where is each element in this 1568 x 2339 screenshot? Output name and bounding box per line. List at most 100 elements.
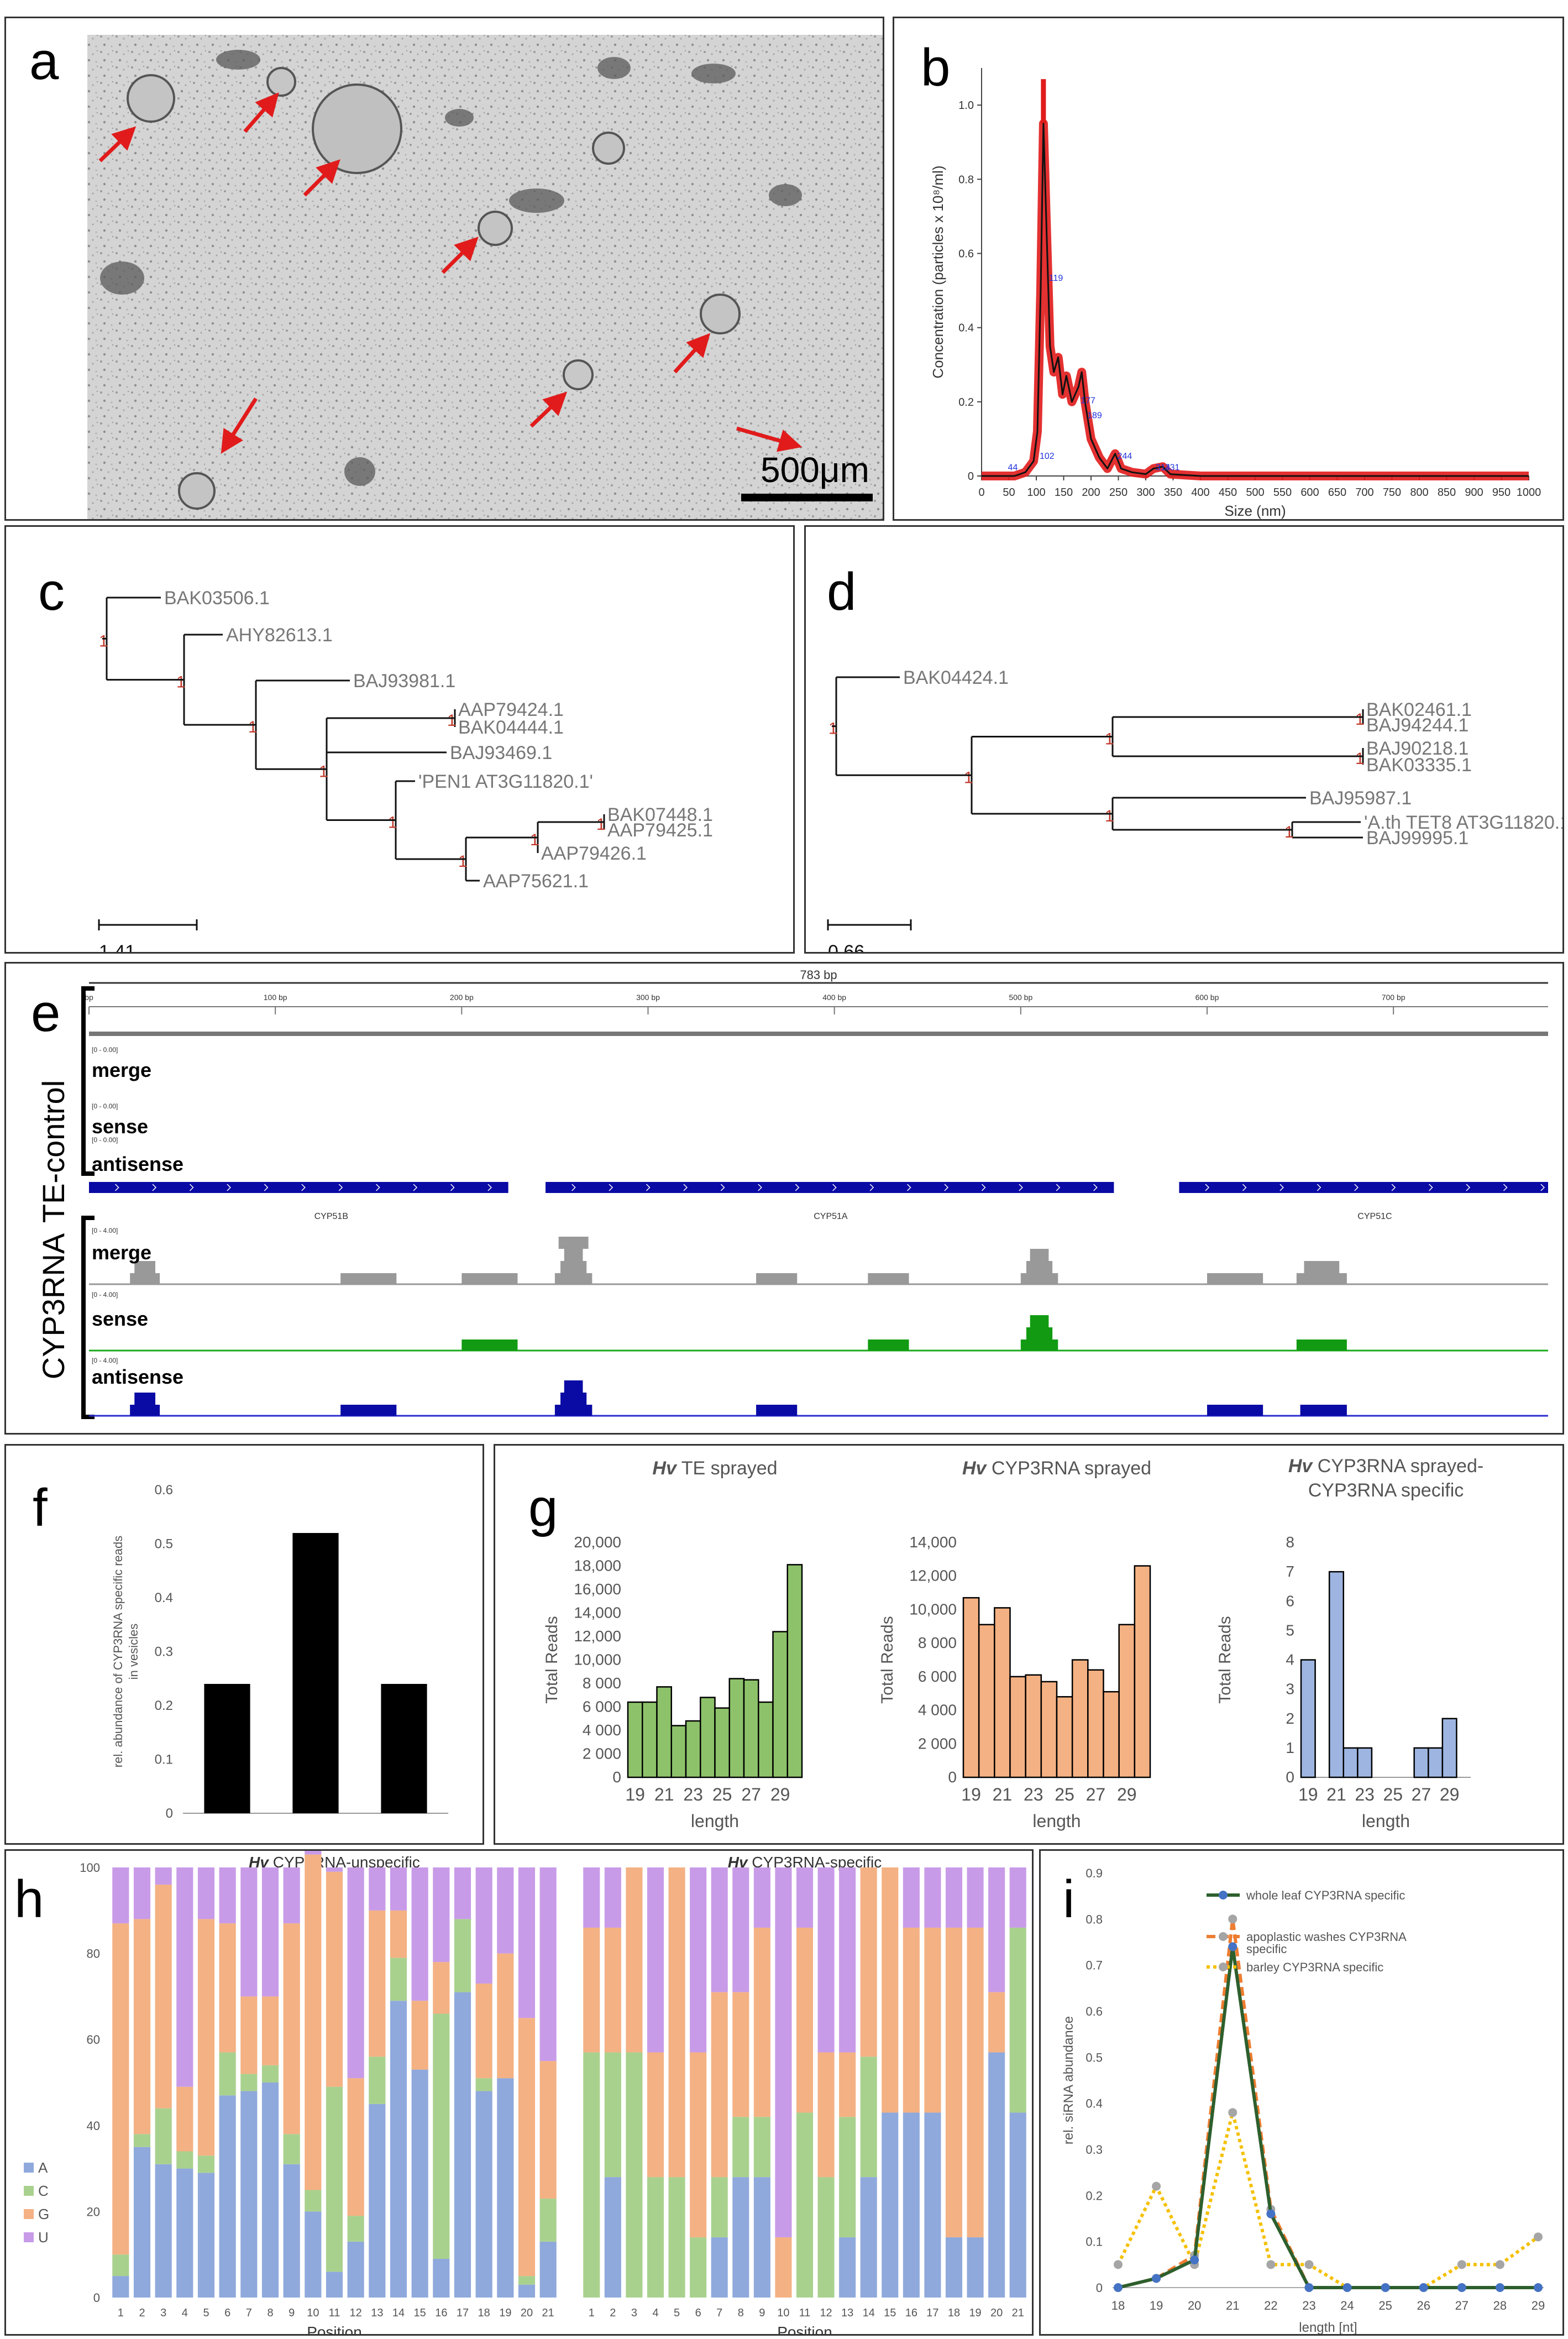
y-tick-label: 0 bbox=[1286, 1768, 1294, 1786]
y-tick-label: 2 000 bbox=[918, 1735, 957, 1752]
x-tick-label: 19 bbox=[625, 1785, 645, 1804]
coverage-bar bbox=[868, 1339, 909, 1351]
coverage-bar bbox=[560, 1393, 587, 1405]
stack-segment bbox=[305, 1851, 322, 1855]
bar bbox=[292, 1533, 339, 1813]
legend-label-cont: specific bbox=[1246, 1942, 1287, 1956]
stack-segment bbox=[860, 2177, 877, 2298]
stack-segment bbox=[497, 2078, 514, 2298]
stack-segment bbox=[839, 2052, 856, 2117]
te-antisense-label: antisense bbox=[92, 1153, 183, 1175]
stack-segment bbox=[411, 2001, 428, 2070]
support-value: 1 bbox=[176, 673, 186, 692]
leaf-label: AHY82613.1 bbox=[226, 625, 333, 646]
strand-arrow bbox=[1317, 1184, 1321, 1191]
support-value: 1 bbox=[447, 711, 457, 730]
y-tick-label: 5 bbox=[1286, 1621, 1294, 1639]
ruler-tick-label: bp bbox=[85, 993, 93, 1002]
x-axis-title: length bbox=[691, 1811, 739, 1831]
stack-segment bbox=[261, 1996, 279, 2065]
coverage-bar bbox=[1296, 1273, 1347, 1284]
stack-segment bbox=[454, 1867, 471, 1919]
series-point bbox=[1266, 2209, 1276, 2218]
coverage-bar bbox=[564, 1249, 583, 1261]
series-point bbox=[1419, 2283, 1428, 2292]
x-tick-label: 28 bbox=[1493, 2299, 1507, 2312]
stack-segment bbox=[390, 1910, 407, 1958]
gene-label: CYP51A bbox=[814, 1212, 848, 1221]
stack-segment bbox=[433, 2013, 450, 2259]
x-tick-label: 20 bbox=[1188, 2299, 1201, 2312]
leaf-label: BAJ90218.1 bbox=[1366, 738, 1469, 759]
stack-segment bbox=[945, 2237, 963, 2298]
x-tick-label: 14 bbox=[392, 2307, 405, 2319]
bar bbox=[627, 1701, 643, 1778]
stack-segment bbox=[155, 1867, 172, 1885]
legend-label: U bbox=[38, 2229, 49, 2246]
x-tick-label: 7 bbox=[716, 2307, 722, 2319]
bar bbox=[1328, 1571, 1344, 1778]
y-tick-label: 10,000 bbox=[909, 1600, 957, 1618]
bar bbox=[670, 1725, 687, 1778]
panel-c: c 1 1 1 1 1 1 1 1 1 BAK03506.1 AHY82613.1 BAJ93981.… bbox=[4, 525, 795, 954]
strand-arrow bbox=[1056, 1184, 1061, 1191]
leaf-label: BAK04424.1 bbox=[903, 667, 1009, 688]
bar bbox=[642, 1701, 658, 1778]
series-point bbox=[1534, 2283, 1543, 2292]
stack-segment bbox=[219, 2052, 236, 2096]
stack-segment bbox=[261, 2082, 279, 2298]
x-tick-label: 10 bbox=[777, 2307, 789, 2319]
series-point bbox=[1190, 2256, 1199, 2264]
title-text: CYP3RNA sprayed- bbox=[1312, 1456, 1483, 1477]
x-tick-label: 1 bbox=[589, 2307, 595, 2319]
x-tick-label: 26 bbox=[1417, 2299, 1430, 2312]
x-tick-label: 19 bbox=[499, 2307, 511, 2319]
stack-segment bbox=[903, 2112, 920, 2298]
stack-segment bbox=[305, 1854, 322, 2190]
leaf-label: AAP79425.1 bbox=[607, 820, 713, 841]
x-tick-label: 550 bbox=[1273, 486, 1292, 499]
panel-i: i 0 0.1 0.2 0.3 0.4 0.5 0.6 0.7 0.8 0.9 18 19 20 21 22… bbox=[1039, 1849, 1564, 2336]
stack-segment bbox=[176, 2168, 193, 2298]
scale-bar-label: 1.41 bbox=[99, 941, 135, 954]
stack-segment bbox=[112, 2276, 129, 2298]
x-tick-label: 5 bbox=[203, 2307, 209, 2319]
strand-arrow bbox=[609, 1184, 613, 1191]
y-tick-label: 0 bbox=[1096, 2281, 1103, 2295]
x-tick-label: 16 bbox=[905, 2307, 917, 2319]
strand-arrow bbox=[376, 1184, 380, 1191]
y-tick-label: 0 bbox=[612, 1768, 621, 1786]
x-tick-label: 850 bbox=[1438, 486, 1456, 499]
stack-segment bbox=[369, 2057, 386, 2104]
series-point bbox=[1342, 2283, 1352, 2292]
x-tick-label: 13 bbox=[371, 2307, 383, 2319]
legend-swatch bbox=[24, 2232, 34, 2242]
leaf-label: BAJ94244.1 bbox=[1366, 715, 1469, 736]
stack-segment bbox=[133, 1919, 151, 2134]
x-axis-title: Position bbox=[307, 2324, 362, 2336]
x-tick-label: 29 bbox=[1440, 1785, 1460, 1804]
y-axis-title-line2: in vesicles bbox=[127, 1624, 140, 1679]
x-tick-label: 18 bbox=[478, 2307, 490, 2319]
stack-segment bbox=[668, 2177, 685, 2298]
panel-b-label: b bbox=[921, 38, 951, 97]
scale-bar bbox=[741, 494, 873, 501]
peak-label: 102 bbox=[1040, 452, 1055, 461]
y-tick-label: 6 bbox=[1286, 1592, 1294, 1609]
coverage-bar bbox=[756, 1273, 798, 1284]
legend-marker bbox=[1219, 1891, 1228, 1900]
support-value: 1 bbox=[1105, 730, 1114, 749]
y-axis-title-line1: rel. abundance of CYP3RNA specific reads bbox=[111, 1536, 125, 1767]
stack-segment bbox=[347, 2216, 364, 2242]
panel-d-label: d bbox=[827, 562, 857, 621]
coverage-bar bbox=[1030, 1249, 1049, 1261]
x-tick-label: 8 bbox=[738, 2307, 744, 2319]
x-tick-label: 27 bbox=[1455, 2299, 1469, 2312]
stack-segment bbox=[753, 2177, 770, 2298]
stack-segment bbox=[539, 2199, 557, 2242]
x-tick-label: 250 bbox=[1109, 486, 1128, 499]
x-tick-label: 500 bbox=[1246, 486, 1264, 499]
leaf-label: BAJ99995.1 bbox=[1366, 828, 1469, 849]
strand-arrow bbox=[1019, 1184, 1023, 1191]
dark-debris bbox=[100, 50, 802, 486]
